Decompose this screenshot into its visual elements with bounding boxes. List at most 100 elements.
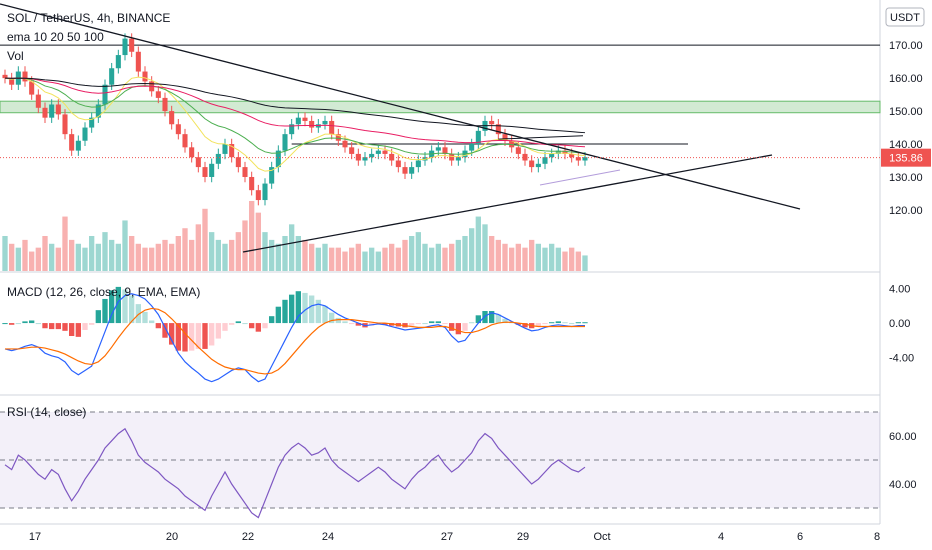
macd-histogram-bar [95,310,101,324]
candle[interactable] [529,160,535,168]
candle[interactable] [202,167,208,177]
macd-histogram-bar [269,316,275,324]
candle[interactable] [262,183,268,201]
candle[interactable] [555,150,561,154]
candle[interactable] [582,157,588,161]
candle[interactable] [242,167,248,177]
candle[interactable] [142,71,148,82]
candle[interactable] [102,84,108,105]
candle[interactable] [509,140,515,148]
short-resistance-line[interactable] [498,135,584,140]
candle[interactable] [195,157,201,168]
candle[interactable] [549,153,555,158]
candle[interactable] [95,104,101,118]
macd-histogram-bar [422,323,428,325]
candle[interactable] [249,176,255,191]
candle[interactable] [295,117,301,125]
last-price-label: 135.86 [889,153,923,165]
candle[interactable] [69,134,75,151]
candle[interactable] [129,38,135,52]
currency-button[interactable] [885,7,925,27]
candle[interactable] [175,124,181,135]
candle[interactable] [489,120,495,125]
candle[interactable] [269,167,275,184]
candle[interactable] [282,134,288,151]
candle[interactable] [349,147,355,154]
candle[interactable] [42,107,48,118]
candle[interactable] [189,147,195,158]
candle[interactable] [502,134,508,141]
candle[interactable] [402,167,408,174]
macd-histogram-bar [2,323,8,325]
candle[interactable] [575,157,581,161]
macd-histogram-bar [515,323,521,325]
candle[interactable] [329,120,335,135]
candle[interactable] [409,167,415,174]
candle[interactable] [162,97,168,112]
macd-histogram-bar [75,323,81,337]
candle[interactable] [229,144,235,158]
candle[interactable] [322,120,328,125]
candle[interactable] [569,153,575,158]
candle[interactable] [542,157,548,164]
ascending-trendline[interactable] [242,154,773,253]
candle[interactable] [115,55,121,69]
candle[interactable] [469,144,475,151]
candle[interactable] [302,117,308,121]
candle[interactable] [375,150,381,154]
candle[interactable] [9,78,15,85]
candle[interactable] [442,147,448,154]
candle[interactable] [109,68,115,85]
candle[interactable] [355,153,361,161]
candle[interactable] [215,153,221,164]
support-zone[interactable] [0,100,881,114]
candle[interactable] [495,124,501,135]
candle[interactable] [515,147,521,154]
candle[interactable] [535,163,541,168]
candle[interactable] [55,104,61,115]
candle[interactable] [62,114,68,135]
candle[interactable] [169,111,175,125]
volume-bar [122,220,128,271]
candle[interactable] [82,127,88,141]
candle[interactable] [255,190,261,201]
candle[interactable] [562,150,568,154]
volume-bar [362,251,368,271]
candle[interactable] [475,130,481,145]
candle[interactable] [49,104,55,118]
candle[interactable] [455,157,461,161]
candle[interactable] [89,117,95,128]
candle[interactable] [135,51,141,72]
candle[interactable] [155,91,161,98]
candle[interactable] [35,94,41,108]
macd-histogram-bar [222,323,228,331]
candle[interactable] [275,150,281,168]
candle[interactable] [22,71,28,82]
macd-histogram-bar [229,323,235,325]
candle[interactable] [75,140,81,151]
candle[interactable] [395,160,401,168]
macd-histogram-bar [129,295,135,324]
candle[interactable] [182,134,188,148]
candle[interactable] [122,38,128,56]
candle[interactable] [389,153,395,161]
candle[interactable] [362,157,368,161]
candle[interactable] [209,163,215,177]
candle[interactable] [382,150,388,154]
volume-bar [475,216,481,271]
candle[interactable] [289,124,295,135]
candle[interactable] [335,134,341,141]
candle[interactable] [222,144,228,154]
candle[interactable] [2,74,8,79]
candle[interactable] [449,153,455,161]
candle[interactable] [342,140,348,148]
candle[interactable] [29,81,35,95]
candle[interactable] [435,147,441,151]
candle[interactable] [235,157,241,168]
volume-bar [195,224,201,271]
candle[interactable] [309,120,315,128]
minor-trendline[interactable] [539,169,621,186]
candle[interactable] [369,153,375,158]
candle[interactable] [415,160,421,168]
